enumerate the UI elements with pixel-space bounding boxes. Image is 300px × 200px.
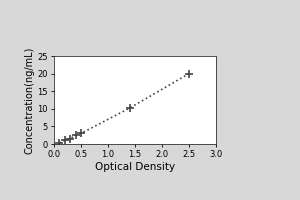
Y-axis label: Concentration(ng/mL): Concentration(ng/mL) (25, 46, 34, 154)
X-axis label: Optical Density: Optical Density (95, 162, 175, 172)
